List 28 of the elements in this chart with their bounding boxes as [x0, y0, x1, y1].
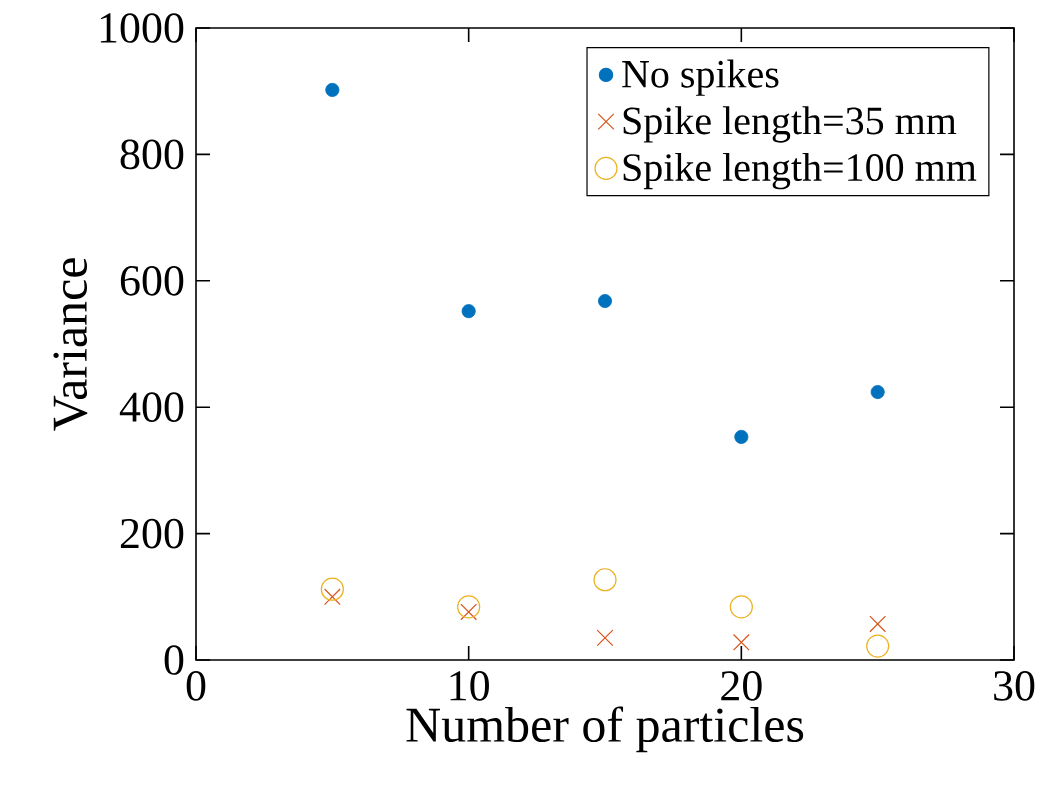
y-tick-label: 400: [119, 392, 184, 423]
y-axis-title: Variance: [53, 258, 88, 431]
point: [729, 595, 753, 619]
point: [596, 629, 614, 647]
point: [598, 294, 612, 309]
point: [866, 634, 890, 658]
point: [732, 633, 750, 651]
point: [457, 595, 481, 619]
y-tick-label: 200: [120, 518, 184, 549]
point: [325, 82, 340, 97]
x-tick-label: 20: [721, 671, 762, 701]
point: [734, 429, 749, 444]
x-tick-label: 30: [994, 671, 1035, 701]
point: [461, 304, 476, 319]
point: [320, 577, 344, 601]
x-tick-label: 0: [186, 671, 206, 701]
legend-label: Spike length=100 mm: [623, 152, 977, 190]
x-axis-title: Number of particles: [406, 706, 804, 753]
y-tick-label: 600: [120, 265, 184, 296]
point: [593, 568, 617, 592]
y-tick-label: 1000: [100, 13, 184, 43]
y-tick-label: 0: [164, 645, 184, 675]
point: [869, 615, 887, 633]
point: [870, 385, 885, 400]
legend-label: No spikes: [622, 59, 779, 96]
y-tick-label: 800: [120, 139, 184, 170]
x-tick-label: 10: [450, 671, 489, 701]
legend-label: Spike length=35 mm: [623, 106, 957, 143]
